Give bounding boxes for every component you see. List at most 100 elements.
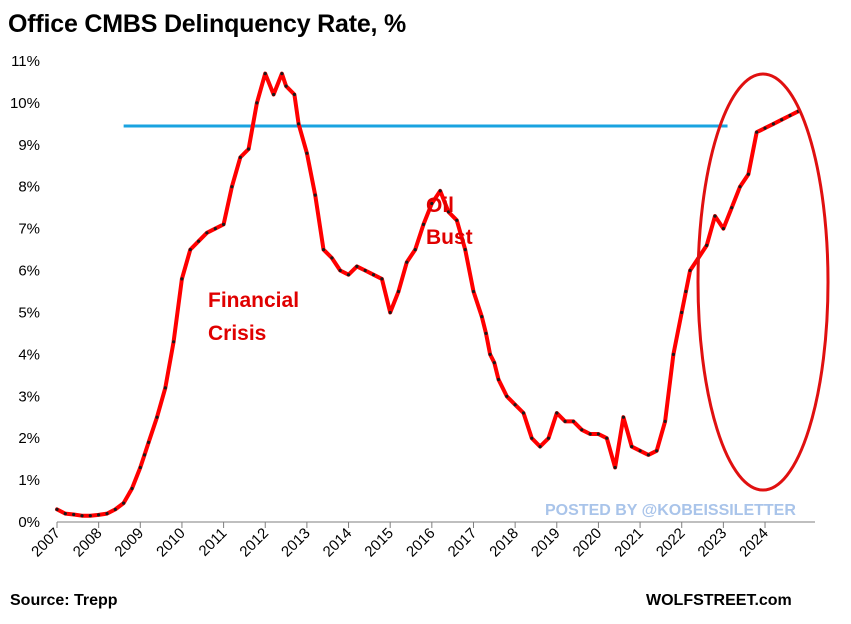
data-point [538, 445, 542, 449]
site-credit: WOLFSTREET.com [646, 592, 792, 609]
data-point [247, 147, 251, 151]
data-point [621, 415, 626, 419]
data-point [122, 501, 126, 505]
annotation-oil-bust-line2: Bust [426, 226, 473, 249]
y-tick-label: 6% [18, 263, 40, 280]
data-point [484, 331, 488, 335]
series-layer [55, 71, 801, 518]
data-point [613, 465, 617, 470]
x-axis: 2007 2008 2009 2010 2011 2012 2013 2014 2015 2016… [28, 521, 815, 561]
data-point [297, 122, 301, 126]
data-point [55, 507, 59, 511]
chart-title: Office CMBS Delinquency Rate, % [8, 10, 407, 38]
data-point [396, 289, 401, 294]
data-point [97, 513, 101, 517]
data-point [755, 130, 759, 134]
data-point [496, 377, 501, 382]
x-tick-label: 2010 [153, 525, 189, 561]
data-point [780, 118, 784, 122]
data-point [638, 449, 642, 453]
y-axis: 0% 1% 2% 3% 4% 5% 6% 7% 8% 9% 10% 11% [10, 53, 40, 531]
data-point [480, 315, 484, 319]
x-tick-label: 2019 [528, 525, 564, 561]
x-tick-label: 2012 [236, 525, 272, 561]
y-tick-label: 3% [18, 388, 40, 405]
data-point [713, 214, 717, 218]
data-point [705, 243, 709, 247]
x-tick-label: 2022 [653, 525, 689, 561]
data-point [446, 210, 451, 214]
x-tick-label: 2015 [361, 525, 397, 561]
data-point [463, 248, 467, 252]
y-tick-label: 11% [11, 53, 40, 70]
data-point [130, 486, 134, 491]
x-tick-label: 2017 [445, 525, 481, 561]
data-point [580, 428, 584, 432]
data-point [513, 403, 517, 407]
data-point [746, 172, 751, 176]
data-point [492, 361, 496, 365]
data-point [788, 113, 792, 118]
data-point [671, 352, 676, 356]
y-tick-label: 7% [18, 221, 40, 238]
data-point [421, 222, 426, 226]
data-point [430, 201, 434, 206]
data-point [521, 411, 526, 415]
source-note: Source: Trepp [10, 592, 118, 609]
data-point [263, 72, 267, 76]
marker-layer [55, 72, 800, 518]
data-point [222, 222, 226, 226]
data-point [330, 256, 334, 260]
data-point [63, 511, 67, 516]
data-point [338, 268, 342, 273]
annotation-financial-crisis-line2: Crisis [208, 322, 266, 345]
data-point [255, 101, 259, 105]
data-point [284, 84, 288, 88]
x-tick-label: 2016 [403, 525, 439, 561]
x-tick-label: 2009 [112, 525, 148, 561]
y-tick-label: 5% [18, 304, 40, 321]
data-point [313, 193, 317, 197]
y-tick-label: 0% [18, 514, 40, 531]
data-point [663, 419, 667, 423]
data-point [213, 227, 217, 231]
data-point [596, 432, 601, 436]
y-tick-label: 2% [18, 430, 40, 447]
data-point [571, 419, 576, 423]
data-point [205, 231, 209, 235]
data-point [188, 248, 192, 252]
data-point [113, 507, 117, 511]
data-point [771, 122, 776, 126]
data-point [630, 445, 634, 449]
y-tick-label: 9% [18, 137, 40, 154]
data-point [371, 273, 376, 277]
data-point [380, 277, 384, 281]
data-point [172, 340, 176, 344]
data-point [505, 394, 509, 398]
data-point [563, 419, 567, 423]
data-point [738, 185, 742, 189]
x-tick-label: 2014 [320, 525, 356, 561]
data-point [438, 189, 442, 193]
data-point [321, 248, 326, 252]
y-tick-label: 8% [18, 179, 40, 196]
x-tick-label: 2018 [486, 525, 522, 561]
data-point [721, 227, 726, 231]
x-tick-label: 2008 [70, 525, 106, 561]
data-point [155, 415, 159, 419]
x-tick-label: 2023 [695, 525, 731, 561]
x-tick-label: 2021 [611, 525, 647, 561]
data-point [546, 436, 551, 440]
data-point [405, 260, 409, 264]
data-point [88, 514, 92, 518]
x-tick-label: 2024 [736, 525, 772, 561]
x-tick-label: 2011 [196, 525, 231, 560]
data-point [346, 273, 351, 277]
x-tick-label: 2020 [570, 525, 606, 561]
data-point [471, 289, 476, 294]
data-point [646, 453, 651, 457]
data-point [388, 310, 392, 315]
data-point [684, 289, 688, 294]
annotation-oil-bust-line1: Oil [426, 194, 454, 217]
